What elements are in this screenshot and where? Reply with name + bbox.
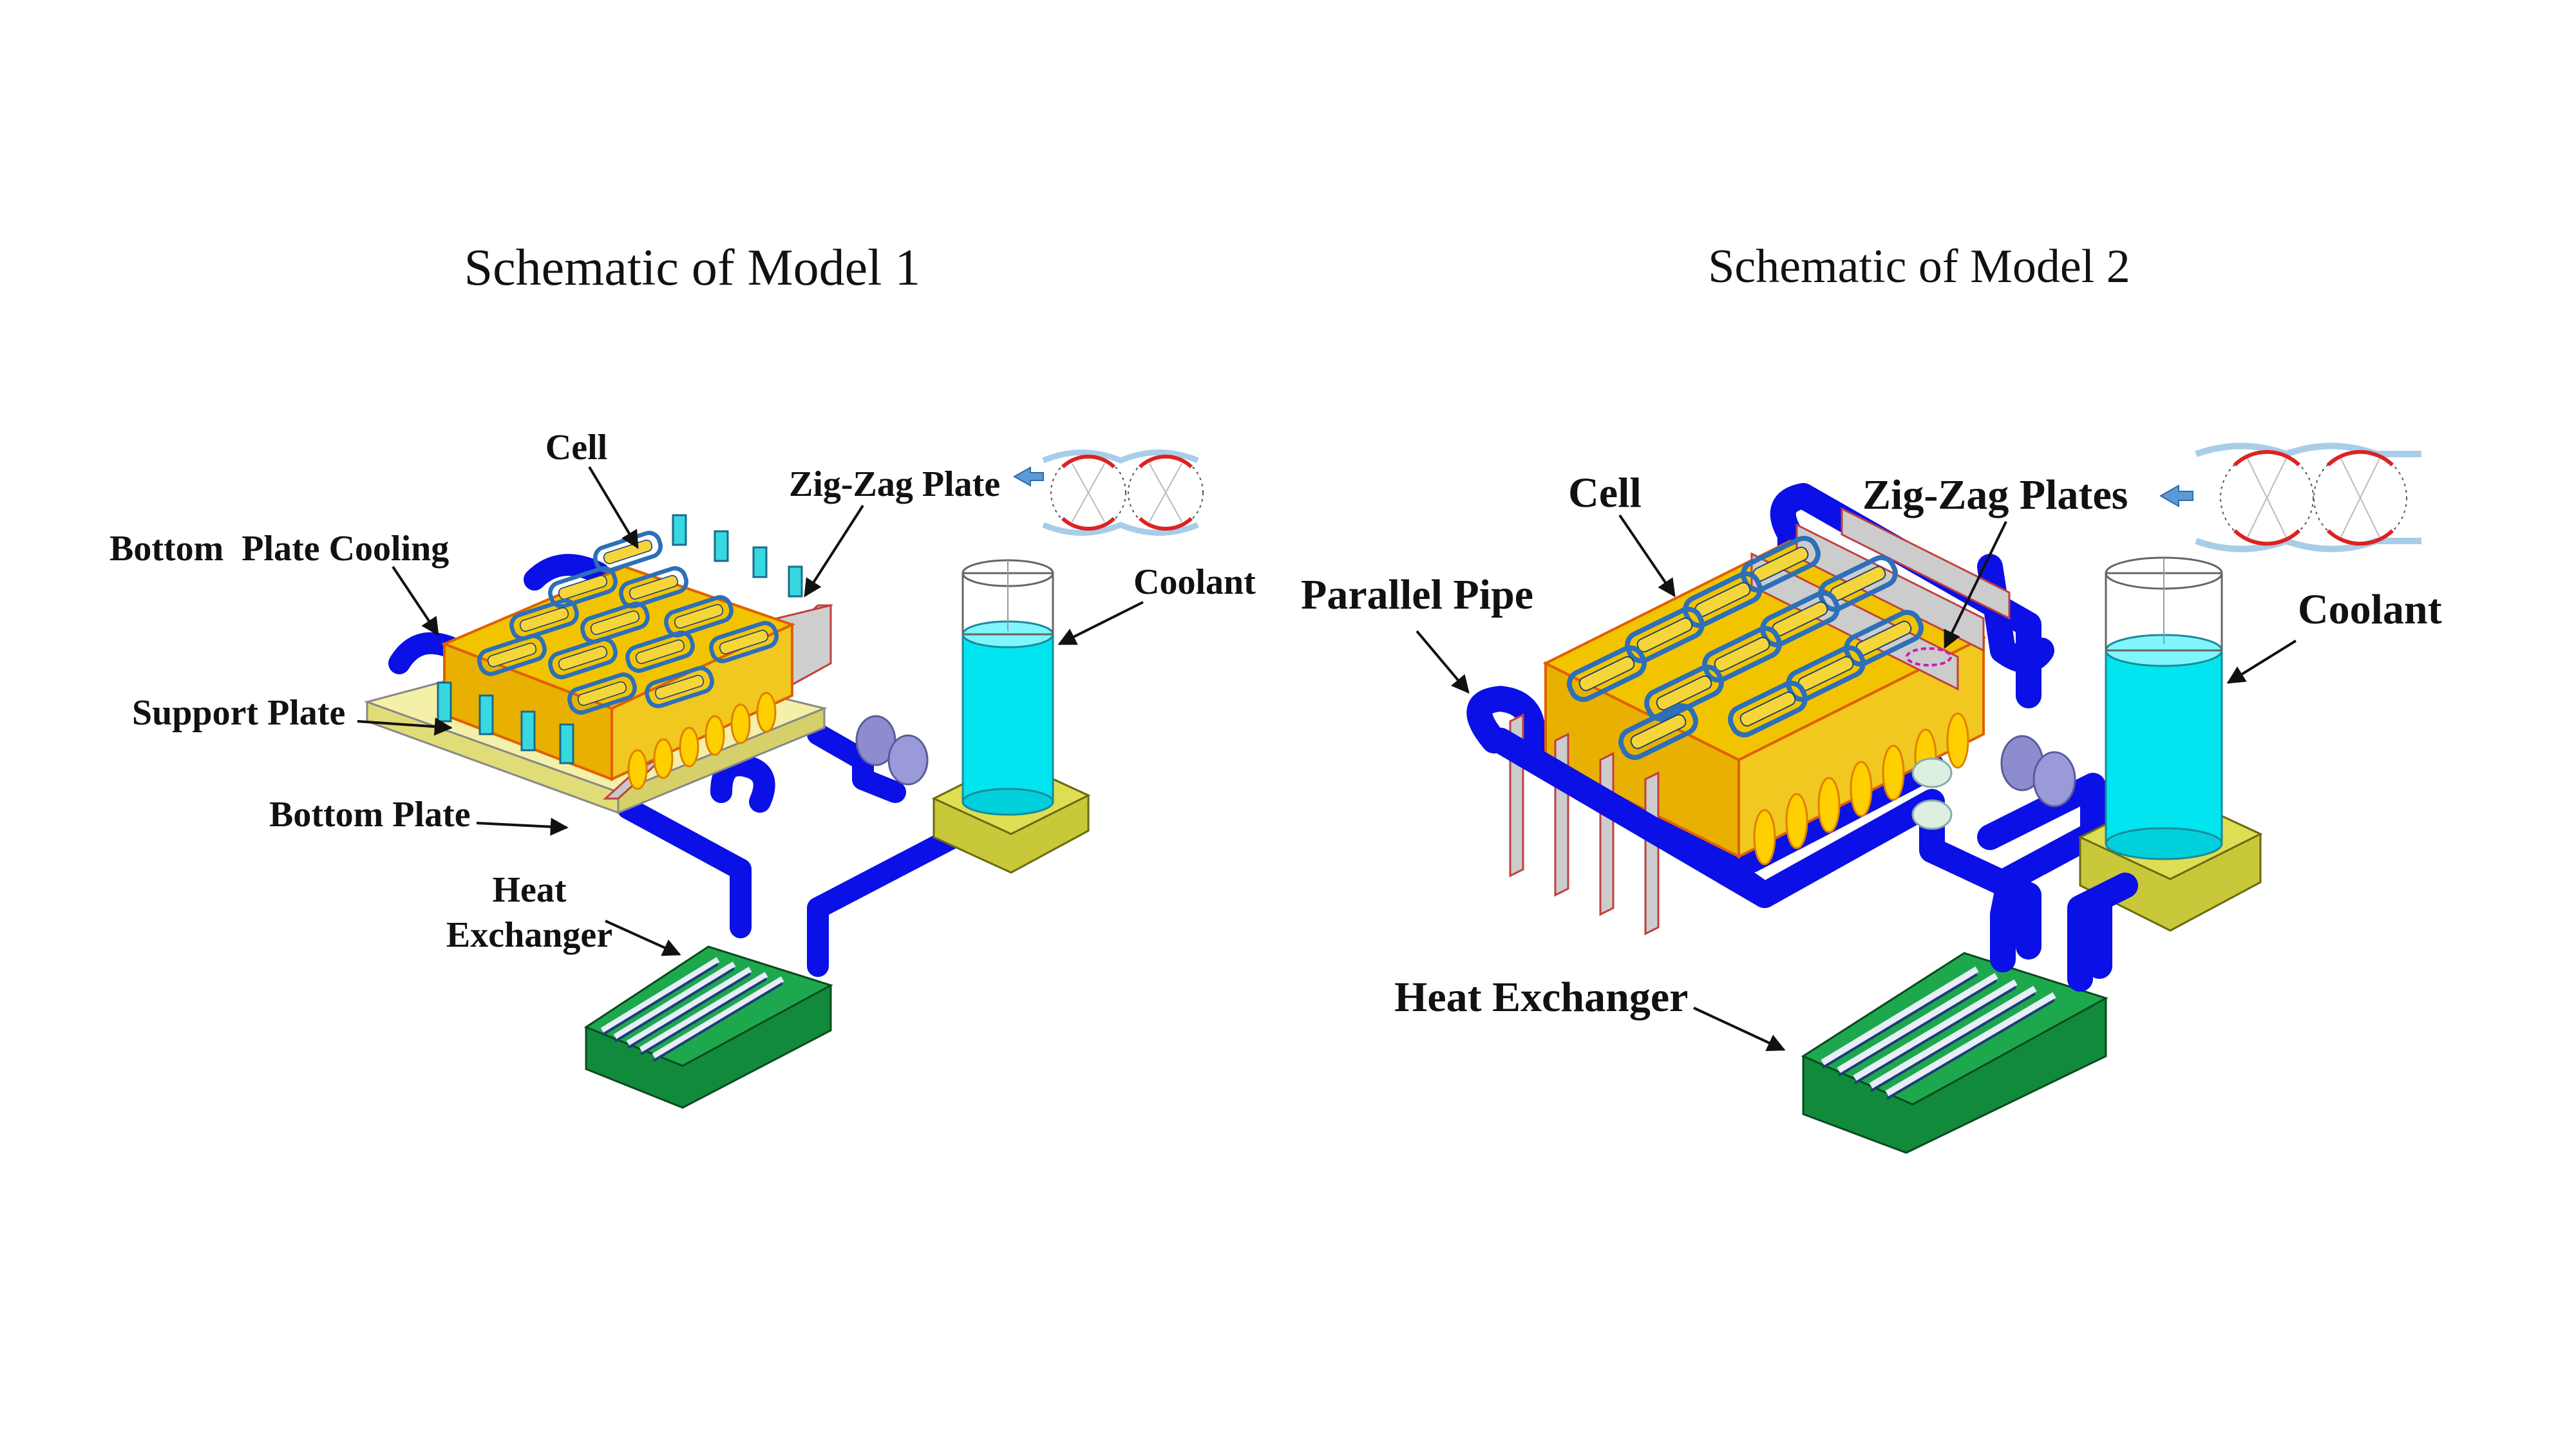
model-2-heat-exchanger-label: Heat Exchanger xyxy=(1394,974,1688,1021)
model-1-coolant-tank xyxy=(931,559,1091,874)
model-2-parallel-pipe-label: Parallel Pipe xyxy=(1301,571,1533,618)
model-2-front-pipe xyxy=(1488,728,1777,908)
model-2-schematic: Cell Zig-Zag Plates Parallel Pipe Coolan… xyxy=(1301,442,2442,1154)
model-1-heat-exchanger-tubes xyxy=(600,957,784,1059)
model-1-cell-tabs xyxy=(437,514,803,764)
model-2-leader-lines xyxy=(1416,514,2297,1052)
model-2-cell-label: Cell xyxy=(1568,469,1642,516)
model-1-coolant-pipes xyxy=(388,554,977,977)
model-1-bottom-plate-cooling-label: Bottom Plate Cooling xyxy=(109,529,449,569)
model-2-heat-exchanger-tubes xyxy=(1821,966,2056,1097)
model-1-heat-exchanger-label-line1: Heat xyxy=(492,870,566,910)
model-2-connectors xyxy=(1911,757,1953,830)
model-1-support-plate-label: Support Plate xyxy=(132,693,345,733)
model-2-coolant-tank xyxy=(2078,556,2263,932)
model-1-zoom-arrow-icon xyxy=(1012,466,1044,487)
model-2-cell-block xyxy=(1509,507,2011,936)
model-2-pump-connector xyxy=(2000,735,2076,808)
model-2-heat-exchanger xyxy=(1801,952,2108,1154)
model-2-zoom-highlight xyxy=(1906,647,1952,667)
model-1-title: Schematic of Model 1 xyxy=(464,240,921,296)
model-1-zigzag-plate-label: Zig-Zag Plate xyxy=(789,464,1000,504)
model-1-leader-lines xyxy=(357,466,1144,956)
model-2-zigzag-plates-label: Zig-Zag Plates xyxy=(1862,471,2128,518)
model-1-bottom-plate-label: Bottom Plate xyxy=(269,795,471,835)
model-2-zoom-arrow-icon xyxy=(2159,484,2193,507)
model-1-pump-connector xyxy=(855,715,929,786)
model-1-cell-label: Cell xyxy=(545,428,607,468)
model-1-zigzag-zoom-inset xyxy=(1012,450,1204,536)
model-2-cell-bulges xyxy=(1753,712,1969,866)
model-2-hx-pipes xyxy=(1990,869,2138,992)
model-1-heat-exchanger xyxy=(583,945,833,1109)
model-1-cell-bulges xyxy=(627,692,777,790)
model-2-title: Schematic of Model 2 xyxy=(1708,240,2130,293)
model-2-coolant-label: Coolant xyxy=(2298,586,2442,633)
model-1-coolant-label: Coolant xyxy=(1133,562,1256,602)
model-1-schematic: Cell Bottom Plate Cooling Zig-Zag Plate … xyxy=(109,428,1256,1109)
model-2-zigzag-zoom-inset xyxy=(2159,442,2421,553)
model-1-heat-exchanger-label-line2: Exchanger xyxy=(446,915,612,955)
